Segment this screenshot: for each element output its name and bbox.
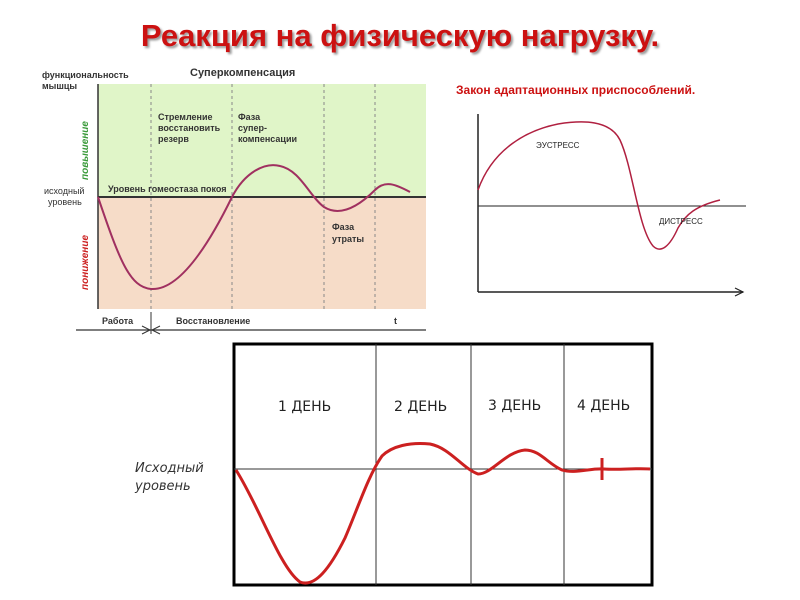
- axis-recovery-label: Восстановление: [176, 316, 250, 326]
- top-label: Суперкомпенсация: [190, 67, 295, 79]
- work-arrow-icon: [141, 325, 152, 335]
- y-axis-label-line1: функциональность: [42, 70, 129, 80]
- phase-loss-line2: утраты: [332, 234, 364, 244]
- axis-work-label: Работа: [102, 316, 134, 326]
- phase-super-line1: Фаза: [238, 112, 261, 122]
- days-diagram: 1 ДЕНЬ 2 ДЕНЬ 3 ДЕНЬ 4 ДЕНЬ Исходный уро…: [134, 342, 654, 587]
- adaptation-curve: [477, 121, 721, 250]
- adaptation-diagram: Закон адаптационных приспособлений. ЭУСТ…: [456, 83, 746, 297]
- lower-label: понижение: [80, 235, 91, 290]
- y-axis-label-line2: мышцы: [42, 81, 77, 91]
- day-2-label: 2 ДЕНЬ: [394, 399, 447, 415]
- phase-super-line2: супер-: [238, 123, 267, 133]
- days-baseline-label-line2: уровень: [134, 479, 191, 494]
- phase-restore-line2: восстановить: [158, 123, 221, 133]
- baseline-label-line2: уровень: [48, 197, 82, 207]
- baseline-label-line1: исходный: [44, 186, 84, 196]
- adaptation-title: Закон адаптационных приспособлений.: [456, 83, 695, 97]
- supercompensation-curve: [97, 164, 411, 291]
- days-frame: [232, 342, 654, 587]
- raise-label: повышение: [80, 121, 91, 180]
- day-3-label: 3 ДЕНЬ: [488, 398, 541, 414]
- supercompensation-diagram: функциональность мышцы Суперкомпенсация …: [42, 67, 426, 335]
- day-4-label: 4 ДЕНЬ: [577, 398, 630, 414]
- phase-restore-line3: резерв: [158, 134, 189, 144]
- days-curve: [234, 442, 651, 585]
- phase-dividers: [150, 84, 376, 309]
- phase-super-line3: компенсации: [238, 134, 297, 144]
- distress-label: ДИСТРЕСС: [659, 217, 703, 226]
- raise-band: [98, 84, 426, 197]
- phase-loss-line1: Фаза: [332, 222, 355, 232]
- eustress-label: ЭУСТРЕСС: [536, 141, 580, 150]
- days-baseline-label-line1: Исходный: [135, 461, 204, 476]
- x-axis-arrow-icon: [734, 287, 745, 297]
- recovery-arrow-icon: [150, 325, 161, 335]
- axis-t-label: t: [394, 316, 397, 326]
- lower-band: [98, 197, 426, 309]
- homeostasis-label: Уровень гомеостаза покоя: [108, 184, 227, 194]
- day-1-label: 1 ДЕНЬ: [278, 399, 331, 415]
- slide-title: Реакция на физическую нагрузку.: [140, 18, 660, 53]
- phase-restore-line1: Стремление: [158, 112, 213, 122]
